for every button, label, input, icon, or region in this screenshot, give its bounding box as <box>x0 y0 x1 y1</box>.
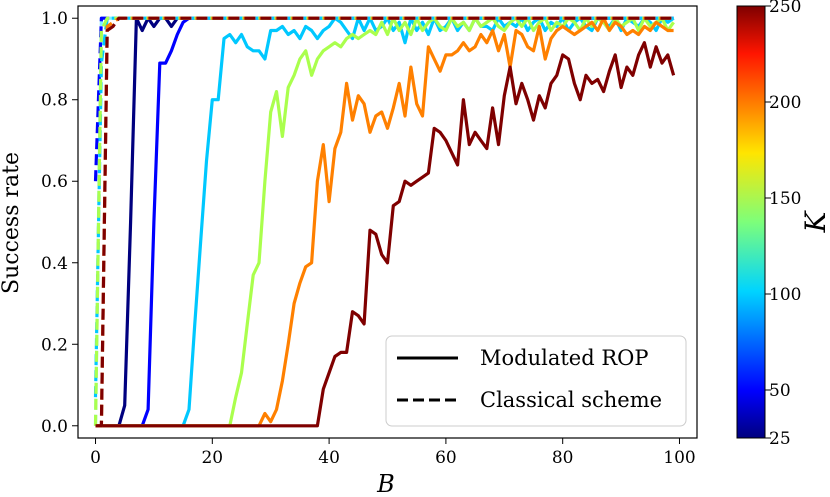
x-tick-label: 80 <box>552 448 574 468</box>
legend-box <box>385 335 687 427</box>
colorbar-tick-label: 50 <box>769 381 791 401</box>
series-line-dashed-k250 <box>95 16 674 428</box>
series-layer <box>93 16 676 428</box>
y-tick-label: 0.4 <box>41 254 68 274</box>
y-tick-label: 0.6 <box>41 172 68 192</box>
legend: Modulated ROP Classical scheme <box>385 335 687 427</box>
legend-label-classical: Classical scheme <box>480 388 662 412</box>
x-tick-label: 20 <box>201 448 223 468</box>
x-axis-ticks: 0 20 40 60 80 100 <box>90 438 696 468</box>
x-tick-label: 40 <box>318 448 340 468</box>
colorbar-tick-label: 250 <box>769 0 801 17</box>
x-tick-label: 0 <box>90 448 101 468</box>
colorbar-tick-label: 100 <box>769 285 801 305</box>
x-tick-label: 60 <box>435 448 457 468</box>
y-tick-label: 0.0 <box>41 417 68 437</box>
colorbar-tick-label: 200 <box>769 93 801 113</box>
colorbar-tick-label: 150 <box>769 189 801 209</box>
colorbar-tick-label: 25 <box>769 429 791 449</box>
colorbar-gradient <box>736 5 766 439</box>
colorbar-label: K <box>799 209 830 233</box>
colorbar: 25 50 100 150 200 250 K <box>736 0 830 449</box>
x-tick-label: 100 <box>663 448 695 468</box>
plot-frame <box>77 5 698 439</box>
series-line-dashed-k50 <box>93 16 674 182</box>
y-axis-label: Success rate <box>0 152 24 294</box>
y-tick-label: 0.8 <box>41 91 68 111</box>
y-tick-label: 1.0 <box>41 9 68 29</box>
series-line-solid-k250 <box>95 41 676 428</box>
y-tick-label: 0.2 <box>41 335 68 355</box>
x-axis-label: B <box>376 470 395 497</box>
colorbar-ticks: 25 50 100 150 200 250 <box>765 0 801 449</box>
y-axis-ticks: 0.0 0.2 0.4 0.6 0.8 1.0 <box>41 9 78 437</box>
legend-label-modulated: Modulated ROP <box>480 346 649 370</box>
